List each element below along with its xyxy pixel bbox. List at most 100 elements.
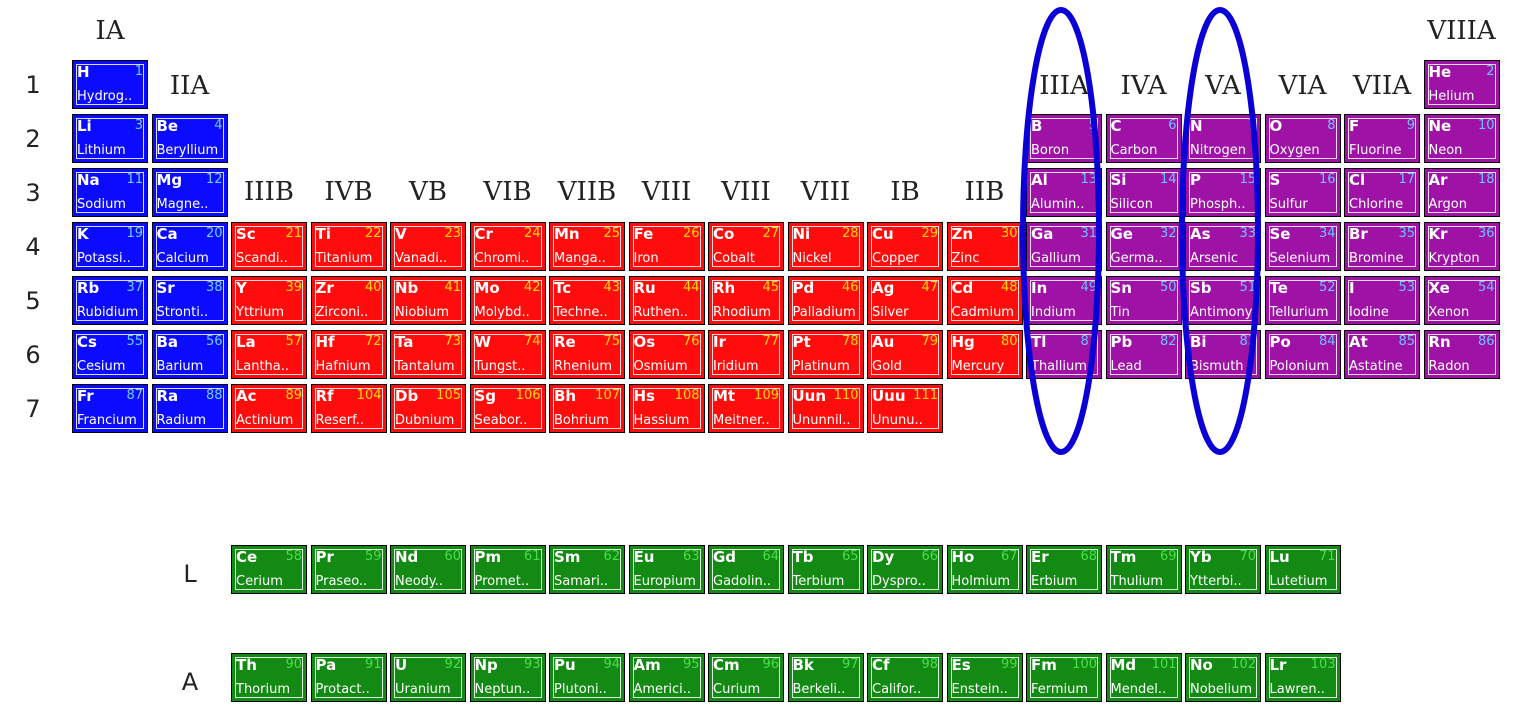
element-cell-ni[interactable]: Ni 28 Nickel: [787, 222, 864, 271]
element-cell-k[interactable]: K 19 Potassi..: [72, 222, 148, 271]
element-cell-s[interactable]: S 16 Sulfur: [1264, 168, 1341, 217]
element-cell-tm[interactable]: Tm 69 Thulium: [1105, 545, 1182, 594]
element-cell-yb[interactable]: Yb 70 Ytterbi..: [1185, 545, 1261, 594]
element-cell-ba[interactable]: Ba 56 Barium: [151, 330, 228, 379]
element-cell-ru[interactable]: Ru 44 Ruthen..: [628, 276, 705, 325]
element-cell-li[interactable]: Li 3 Lithium: [72, 114, 148, 163]
element-cell-he[interactable]: He 2 Helium: [1423, 60, 1500, 109]
element-cell-be[interactable]: Be 4 Beryllium: [151, 114, 228, 163]
element-cell-ga[interactable]: Ga 31 Gallium: [1026, 222, 1102, 271]
element-cell-pa[interactable]: Pa 91 Protact..: [310, 653, 387, 702]
element-cell-ir[interactable]: Ir 77 Iridium: [708, 330, 784, 379]
element-cell-sb[interactable]: Sb 51 Antimony: [1185, 276, 1261, 325]
element-cell-ca[interactable]: Ca 20 Calcium: [151, 222, 228, 271]
element-cell-md[interactable]: Md 101 Mendel..: [1105, 653, 1182, 702]
element-cell-pu[interactable]: Pu 94 Plutoni..: [549, 653, 625, 702]
element-cell-hs[interactable]: Hs 108 Hassium: [628, 384, 705, 433]
element-cell-h[interactable]: H 1 Hydrog..: [72, 60, 148, 109]
element-cell-f[interactable]: F 9 Fluorine: [1344, 114, 1420, 163]
element-cell-cd[interactable]: Cd 48 Cadmium: [946, 276, 1023, 325]
element-cell-bk[interactable]: Bk 97 Berkeli..: [787, 653, 864, 702]
element-cell-v[interactable]: V 23 Vanadi..: [390, 222, 466, 271]
element-cell-nd[interactable]: Nd 60 Neody..: [390, 545, 466, 594]
element-cell-eu[interactable]: Eu 63 Europium: [628, 545, 705, 594]
element-cell-tc[interactable]: Tc 43 Techne..: [549, 276, 625, 325]
element-cell-c[interactable]: C 6 Carbon: [1105, 114, 1182, 163]
element-cell-sn[interactable]: Sn 50 Tin: [1105, 276, 1182, 325]
element-cell-fr[interactable]: Fr 87 Francium: [72, 384, 148, 433]
element-cell-cm[interactable]: Cm 96 Curium: [708, 653, 784, 702]
element-cell-cu[interactable]: Cu 29 Copper: [867, 222, 943, 271]
element-cell-i[interactable]: I 53 Iodine: [1344, 276, 1420, 325]
element-cell-hf[interactable]: Hf 72 Hafnium: [310, 330, 387, 379]
element-cell-rn[interactable]: Rn 86 Radon: [1423, 330, 1500, 379]
element-cell-te[interactable]: Te 52 Tellurium: [1264, 276, 1341, 325]
element-cell-n[interactable]: N 7 Nitrogen: [1185, 114, 1261, 163]
element-cell-pd[interactable]: Pd 46 Palladium: [787, 276, 864, 325]
element-cell-br[interactable]: Br 35 Bromine: [1344, 222, 1420, 271]
element-cell-no[interactable]: No 102 Nobelium: [1185, 653, 1261, 702]
element-cell-al[interactable]: Al 13 Alumin..: [1026, 168, 1102, 217]
element-cell-b[interactable]: B 5 Boron: [1026, 114, 1102, 163]
element-cell-si[interactable]: Si 14 Silicon: [1105, 168, 1182, 217]
element-cell-mo[interactable]: Mo 42 Molybd..: [469, 276, 546, 325]
element-cell-bi[interactable]: Bi 83 Bismuth: [1185, 330, 1261, 379]
element-cell-cf[interactable]: Cf 98 Califor..: [867, 653, 943, 702]
element-cell-np[interactable]: Np 93 Neptun..: [469, 653, 546, 702]
element-cell-at[interactable]: At 85 Astatine: [1344, 330, 1420, 379]
element-cell-ta[interactable]: Ta 73 Tantalum: [390, 330, 466, 379]
element-cell-ti[interactable]: Ti 22 Titanium: [310, 222, 387, 271]
element-cell-er[interactable]: Er 68 Erbium: [1026, 545, 1102, 594]
element-cell-pt[interactable]: Pt 78 Platinum: [787, 330, 864, 379]
element-cell-in[interactable]: In 49 Indium: [1026, 276, 1102, 325]
element-cell-pb[interactable]: Pb 82 Lead: [1105, 330, 1182, 379]
element-cell-mt[interactable]: Mt 109 Meitner..: [708, 384, 784, 433]
element-cell-p[interactable]: P 15 Phosph..: [1185, 168, 1261, 217]
element-cell-cr[interactable]: Cr 24 Chromi..: [469, 222, 546, 271]
element-cell-na[interactable]: Na 11 Sodium: [72, 168, 148, 217]
element-cell-ac[interactable]: Ac 89 Actinium: [231, 384, 307, 433]
element-cell-kr[interactable]: Kr 36 Krypton: [1423, 222, 1500, 271]
element-cell-fm[interactable]: Fm 100 Fermium: [1026, 653, 1102, 702]
element-cell-dy[interactable]: Dy 66 Dyspro..: [867, 545, 943, 594]
element-cell-rh[interactable]: Rh 45 Rhodium: [708, 276, 784, 325]
element-cell-co[interactable]: Co 27 Cobalt: [708, 222, 784, 271]
element-cell-ge[interactable]: Ge 32 Germa..: [1105, 222, 1182, 271]
element-cell-y[interactable]: Y 39 Yttrium: [231, 276, 307, 325]
element-cell-nb[interactable]: Nb 41 Niobium: [390, 276, 466, 325]
element-cell-lr[interactable]: Lr 103 Lawren..: [1264, 653, 1341, 702]
element-cell-rf[interactable]: Rf 104 Reserf..: [310, 384, 387, 433]
element-cell-o[interactable]: O 8 Oxygen: [1264, 114, 1341, 163]
element-cell-sc[interactable]: Sc 21 Scandi..: [231, 222, 307, 271]
element-cell-pm[interactable]: Pm 61 Promet..: [469, 545, 546, 594]
element-cell-gd[interactable]: Gd 64 Gadolin..: [708, 545, 784, 594]
element-cell-mn[interactable]: Mn 25 Manga..: [549, 222, 625, 271]
element-cell-sg[interactable]: Sg 106 Seabor..: [469, 384, 546, 433]
element-cell-tb[interactable]: Tb 65 Terbium: [787, 545, 864, 594]
element-cell-re[interactable]: Re 75 Rhenium: [549, 330, 625, 379]
element-cell-po[interactable]: Po 84 Polonium: [1264, 330, 1341, 379]
element-cell-se[interactable]: Se 34 Selenium: [1264, 222, 1341, 271]
element-cell-uun[interactable]: Uun 110 Ununnil..: [787, 384, 864, 433]
element-cell-sr[interactable]: Sr 38 Stronti..: [151, 276, 228, 325]
element-cell-ne[interactable]: Ne 10 Neon: [1423, 114, 1500, 163]
element-cell-lu[interactable]: Lu 71 Lutetium: [1264, 545, 1341, 594]
element-cell-fe[interactable]: Fe 26 Iron: [628, 222, 705, 271]
element-cell-es[interactable]: Es 99 Enstein..: [946, 653, 1023, 702]
element-cell-cs[interactable]: Cs 55 Cesium: [72, 330, 148, 379]
element-cell-ag[interactable]: Ag 47 Silver: [867, 276, 943, 325]
element-cell-sm[interactable]: Sm 62 Samari..: [549, 545, 625, 594]
element-cell-th[interactable]: Th 90 Thorium: [231, 653, 307, 702]
element-cell-ar[interactable]: Ar 18 Argon: [1423, 168, 1500, 217]
element-cell-rb[interactable]: Rb 37 Rubidium: [72, 276, 148, 325]
element-cell-xe[interactable]: Xe 54 Xenon: [1423, 276, 1500, 325]
element-cell-w[interactable]: W 74 Tungst..: [469, 330, 546, 379]
element-cell-cl[interactable]: Cl 17 Chlorine: [1344, 168, 1420, 217]
element-cell-os[interactable]: Os 76 Osmium: [628, 330, 705, 379]
element-cell-au[interactable]: Au 79 Gold: [867, 330, 943, 379]
element-cell-ho[interactable]: Ho 67 Holmium: [946, 545, 1023, 594]
element-cell-mg[interactable]: Mg 12 Magne..: [151, 168, 228, 217]
element-cell-db[interactable]: Db 105 Dubnium: [390, 384, 466, 433]
element-cell-pr[interactable]: Pr 59 Praseo..: [310, 545, 387, 594]
element-cell-am[interactable]: Am 95 Americi..: [628, 653, 705, 702]
